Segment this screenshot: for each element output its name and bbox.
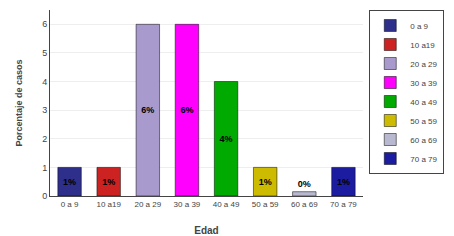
svg-text:20 a 29: 20 a 29 <box>410 60 437 69</box>
svg-text:1: 1 <box>42 163 47 173</box>
svg-text:0%: 0% <box>298 179 311 189</box>
svg-text:3: 3 <box>42 105 47 115</box>
svg-text:4: 4 <box>42 77 47 87</box>
svg-text:Porcentaje de casos: Porcentaje de casos <box>14 59 24 146</box>
svg-text:6: 6 <box>42 19 47 29</box>
svg-text:1%: 1% <box>259 177 272 187</box>
svg-text:40 a 49: 40 a 49 <box>213 200 240 209</box>
svg-text:10 a19: 10 a19 <box>410 41 435 50</box>
svg-text:70 a 79: 70 a 79 <box>330 200 357 209</box>
svg-text:50 a 59: 50 a 59 <box>252 200 279 209</box>
svg-text:60 a 69: 60 a 69 <box>410 136 437 145</box>
svg-text:70 a 79: 70 a 79 <box>410 155 437 164</box>
svg-text:1%: 1% <box>63 177 76 187</box>
svg-text:60 a 69: 60 a 69 <box>291 200 318 209</box>
svg-text:6%: 6% <box>180 105 193 115</box>
svg-text:30 a 39: 30 a 39 <box>410 79 437 88</box>
svg-text:10 a19: 10 a19 <box>96 200 121 209</box>
svg-text:Edad: Edad <box>194 225 218 236</box>
svg-text:1%: 1% <box>337 177 350 187</box>
svg-text:5: 5 <box>42 48 47 58</box>
svg-text:1%: 1% <box>102 177 115 187</box>
svg-text:20 a 29: 20 a 29 <box>134 200 161 209</box>
svg-text:30 a 39: 30 a 39 <box>174 200 201 209</box>
svg-text:4%: 4% <box>220 134 233 144</box>
svg-text:50 a 59: 50 a 59 <box>410 117 437 126</box>
svg-text:0: 0 <box>42 191 47 201</box>
svg-text:6%: 6% <box>141 105 154 115</box>
svg-text:40 a 49: 40 a 49 <box>410 98 437 107</box>
svg-text:0 a 9: 0 a 9 <box>61 200 79 209</box>
svg-text:0 a 9: 0 a 9 <box>410 22 428 31</box>
svg-text:2: 2 <box>42 134 47 144</box>
